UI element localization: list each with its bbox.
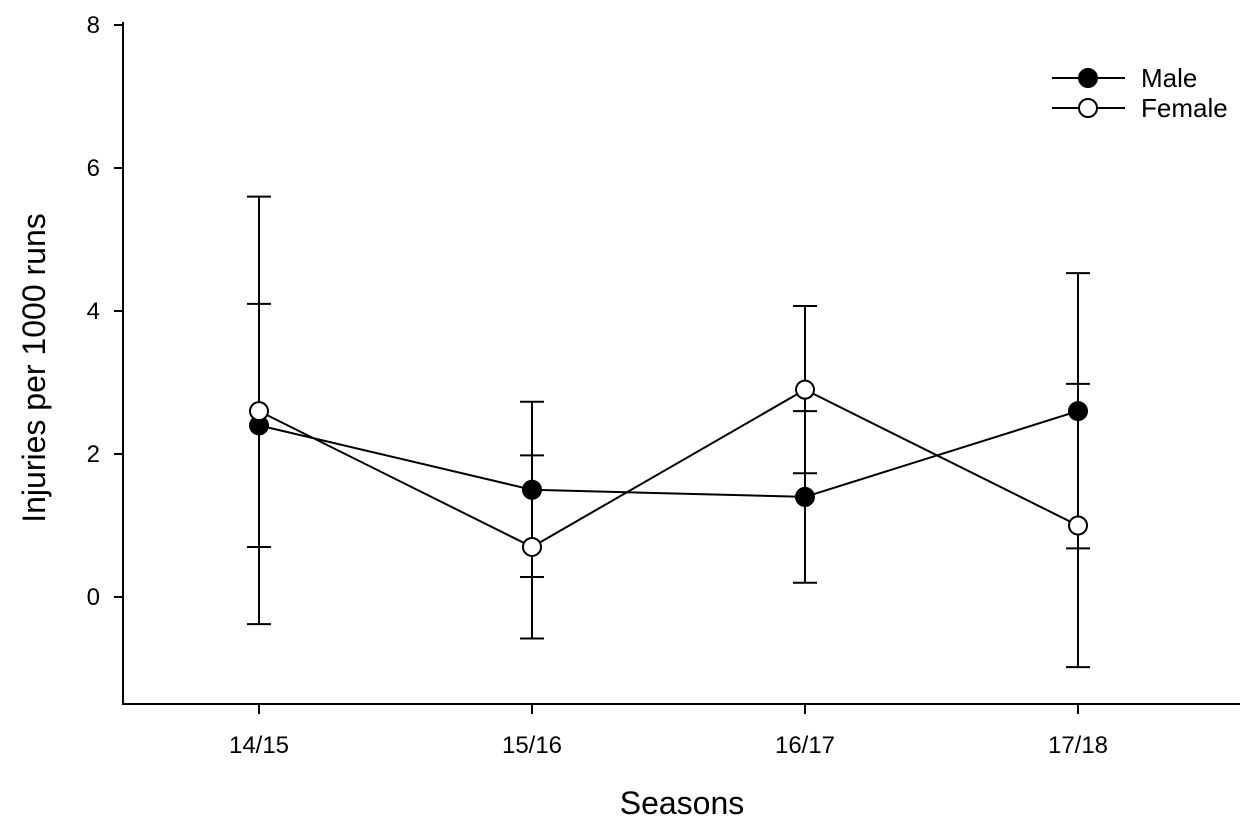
x-tick-label: 14/15 [229, 732, 289, 759]
y-tick-label: 4 [87, 298, 100, 325]
marker-male [795, 486, 815, 507]
legend-label-female: Female [1141, 93, 1228, 123]
marker-male [522, 479, 542, 500]
y-tick-label: 6 [87, 155, 100, 182]
error-bars [247, 195, 1090, 669]
series-lines [258, 388, 1079, 549]
x-axis-title: Seasons [620, 785, 745, 816]
marker-female [1068, 515, 1088, 536]
y-tick-label: 8 [87, 12, 100, 39]
y-ticks: 0 2 4 6 8 [87, 12, 123, 611]
marker-female [795, 379, 815, 400]
series-markers [249, 379, 1088, 557]
legend-marker-male [1078, 68, 1098, 88]
x-tick-label: 16/17 [775, 732, 835, 759]
marker-female [522, 536, 542, 557]
axes [122, 22, 1240, 705]
y-tick-label: 0 [87, 584, 100, 611]
legend-label-male: Male [1141, 63, 1197, 93]
marker-male [1068, 401, 1088, 422]
legend-marker-female [1078, 98, 1098, 118]
series-line-female [258, 388, 1079, 549]
y-axis-title: Injuries per 1000 runs [16, 213, 52, 523]
x-ticks: 14/15 15/16 16/17 17/18 [229, 704, 1108, 759]
x-tick-label: 15/16 [502, 732, 562, 759]
series-line-male [258, 410, 1079, 498]
y-tick-label: 2 [87, 441, 100, 468]
x-tick-label: 17/18 [1048, 732, 1108, 759]
marker-female [249, 401, 269, 422]
